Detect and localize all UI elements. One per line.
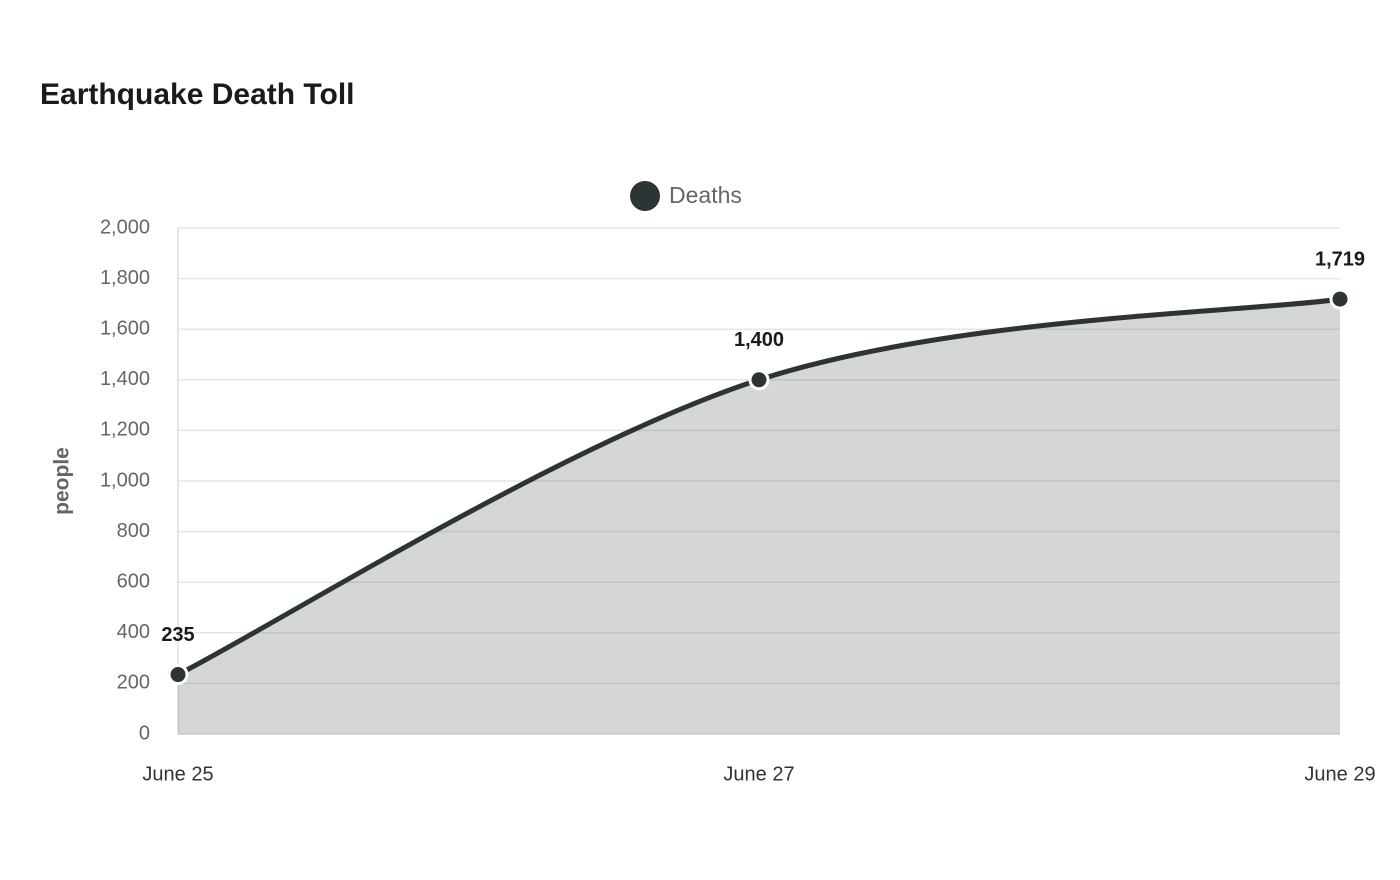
y-tick-label: 2,000 bbox=[100, 216, 150, 238]
legend-label: Deaths bbox=[669, 182, 742, 208]
y-tick-label: 1,200 bbox=[100, 419, 150, 441]
point bbox=[748, 369, 770, 391]
data-label: 1,400 bbox=[734, 329, 784, 351]
y-tick-label: 400 bbox=[117, 621, 150, 643]
area bbox=[178, 299, 1340, 734]
point bbox=[167, 664, 189, 686]
x-tick-label: June 27 bbox=[723, 763, 794, 785]
y-tick-label: 600 bbox=[117, 570, 150, 592]
point bbox=[1329, 288, 1351, 310]
y-tick-label: 1,400 bbox=[100, 368, 150, 390]
x-tick-label: June 29 bbox=[1304, 763, 1375, 785]
y-tick-label: 800 bbox=[117, 520, 150, 542]
legend-marker bbox=[630, 181, 660, 211]
data-label: 1,719 bbox=[1315, 248, 1365, 270]
data-label: 235 bbox=[161, 624, 194, 646]
y-tick-label: 1,800 bbox=[100, 267, 150, 289]
y-tick-label: 1,600 bbox=[100, 317, 150, 339]
y-tick-label: 0 bbox=[139, 722, 150, 744]
y-axis-label: people bbox=[51, 447, 74, 515]
y-tick-label: 1,000 bbox=[100, 469, 150, 491]
y-tick-label: 200 bbox=[117, 672, 150, 694]
x-tick-label: June 25 bbox=[142, 763, 213, 785]
chart-title: Earthquake Death Toll bbox=[40, 78, 355, 111]
